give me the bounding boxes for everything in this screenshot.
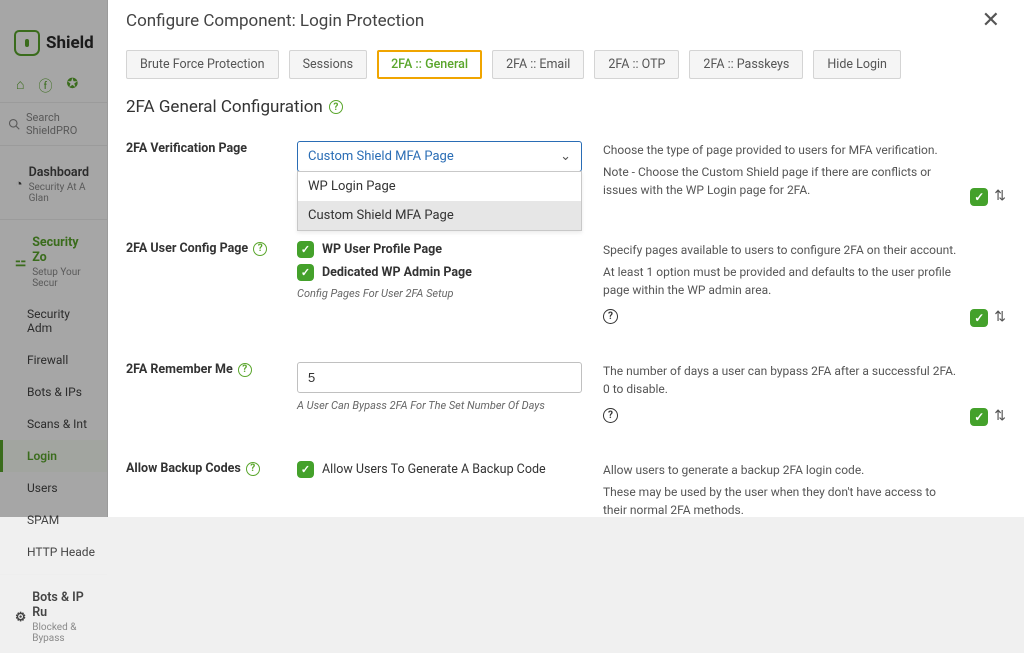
checkbox-backup-label: Allow Users To Generate A Backup Code xyxy=(322,462,546,477)
help-icon[interactable]: ? xyxy=(246,462,260,476)
help-icon[interactable]: ? xyxy=(253,242,267,256)
desc-verification-page: Choose the type of page provided to user… xyxy=(603,141,1006,203)
desc-backup-1: Allow users to generate a backup 2FA log… xyxy=(603,461,962,479)
option-custom-shield[interactable]: Custom Shield MFA Page xyxy=(298,201,581,230)
sort-icon[interactable]: ⇅ xyxy=(994,406,1006,427)
checkbox-backup-codes[interactable]: ✓ Allow Users To Generate A Backup Code xyxy=(297,461,587,478)
tab-2fa-general[interactable]: 2FA :: General xyxy=(377,50,482,79)
desc-remember-me-1: The number of days a user can bypass 2FA… xyxy=(603,362,962,398)
nav-item-http-headers[interactable]: HTTP Heade xyxy=(0,536,107,568)
row-verification-page: 2FA Verification Page Custom Shield MFA … xyxy=(126,133,1006,233)
label-user-config: 2FA User Config Page xyxy=(126,241,248,256)
checkbox-icon: ✓ xyxy=(297,241,314,258)
verification-page-select[interactable]: Custom Shield MFA Page ⌄ WP Login Page C… xyxy=(297,141,582,172)
checkbox-wp-profile[interactable]: ✓ WP User Profile Page xyxy=(297,241,587,258)
config-modal: Configure Component: Login Protection ✕ … xyxy=(108,0,1024,517)
label-verification-page: 2FA Verification Page xyxy=(126,141,281,156)
section-heading-text: 2FA General Configuration xyxy=(126,97,323,117)
checkbox-wp-profile-label: WP User Profile Page xyxy=(322,242,442,257)
desc-user-config-2: At least 1 option must be provided and d… xyxy=(603,263,962,299)
desc-verification-1: Choose the type of page provided to user… xyxy=(603,141,962,159)
sort-icon[interactable]: ⇅ xyxy=(994,307,1006,328)
nav-bots-rules[interactable]: ⚙ Bots & IP Ru Blocked & Bypass xyxy=(0,581,107,653)
info-icon[interactable]: ? xyxy=(603,309,618,324)
remember-me-input[interactable] xyxy=(297,362,582,393)
checkbox-dedicated-label: Dedicated WP Admin Page xyxy=(322,265,472,280)
checkbox-icon: ✓ xyxy=(297,461,314,478)
sort-icon[interactable]: ⇅ xyxy=(994,186,1006,207)
desc-verification-2: Note - Choose the Custom Shield page if … xyxy=(603,163,962,199)
desc-backup-codes: Allow users to generate a backup 2FA log… xyxy=(603,461,1006,517)
select-value: Custom Shield MFA Page xyxy=(308,149,454,164)
user-config-subtext: Config Pages For User 2FA Setup xyxy=(297,287,587,300)
chevron-down-icon: ⌄ xyxy=(560,149,571,164)
remember-me-subtext: A User Can Bypass 2FA For The Set Number… xyxy=(297,399,587,412)
option-wp-login[interactable]: WP Login Page xyxy=(298,172,581,201)
row-user-config-page: 2FA User Config Page ? ✓ WP User Profile… xyxy=(126,233,1006,354)
status-check-icon: ✓ xyxy=(970,408,988,426)
status-check-icon: ✓ xyxy=(970,309,988,327)
select-dropdown: WP Login Page Custom Shield MFA Page xyxy=(297,171,582,231)
tab-2fa-otp[interactable]: 2FA :: OTP xyxy=(594,50,679,79)
checkbox-icon: ✓ xyxy=(297,264,314,281)
nav-bots-label: Bots & IP Ru xyxy=(32,590,84,620)
settings-icon: ⚙ xyxy=(15,609,26,625)
checkbox-dedicated-admin[interactable]: ✓ Dedicated WP Admin Page xyxy=(297,264,587,281)
status-check-icon: ✓ xyxy=(970,188,988,206)
info-icon[interactable]: ? xyxy=(603,408,618,423)
row-backup-codes: Allow Backup Codes ? ✓ Allow Users To Ge… xyxy=(126,453,1006,517)
row-remember-me: 2FA Remember Me ? A User Can Bypass 2FA … xyxy=(126,354,1006,453)
desc-backup-2: These may be used by the user when they … xyxy=(603,483,962,517)
desc-user-config: Specify pages available to users to conf… xyxy=(603,241,1006,324)
label-backup-codes: Allow Backup Codes xyxy=(126,461,241,476)
help-icon[interactable]: ? xyxy=(329,100,343,114)
tab-sessions[interactable]: Sessions xyxy=(289,50,367,79)
modal-tabs: Brute Force Protection Sessions 2FA :: G… xyxy=(126,46,1006,93)
help-icon[interactable]: ? xyxy=(238,363,252,377)
desc-remember-me: The number of days a user can bypass 2FA… xyxy=(603,362,1006,423)
nav-bots-sub: Blocked & Bypass xyxy=(32,622,95,644)
tab-2fa-email[interactable]: 2FA :: Email xyxy=(492,50,584,79)
modal-title: Configure Component: Login Protection xyxy=(126,11,424,31)
close-icon[interactable]: ✕ xyxy=(976,8,1006,34)
tab-hide-login[interactable]: Hide Login xyxy=(813,50,901,79)
tab-2fa-passkeys[interactable]: 2FA :: Passkeys xyxy=(689,50,803,79)
desc-user-config-1: Specify pages available to users to conf… xyxy=(603,241,962,259)
label-remember-me: 2FA Remember Me xyxy=(126,362,233,377)
section-heading: 2FA General Configuration ? xyxy=(126,93,1006,133)
tab-brute-force[interactable]: Brute Force Protection xyxy=(126,50,279,79)
